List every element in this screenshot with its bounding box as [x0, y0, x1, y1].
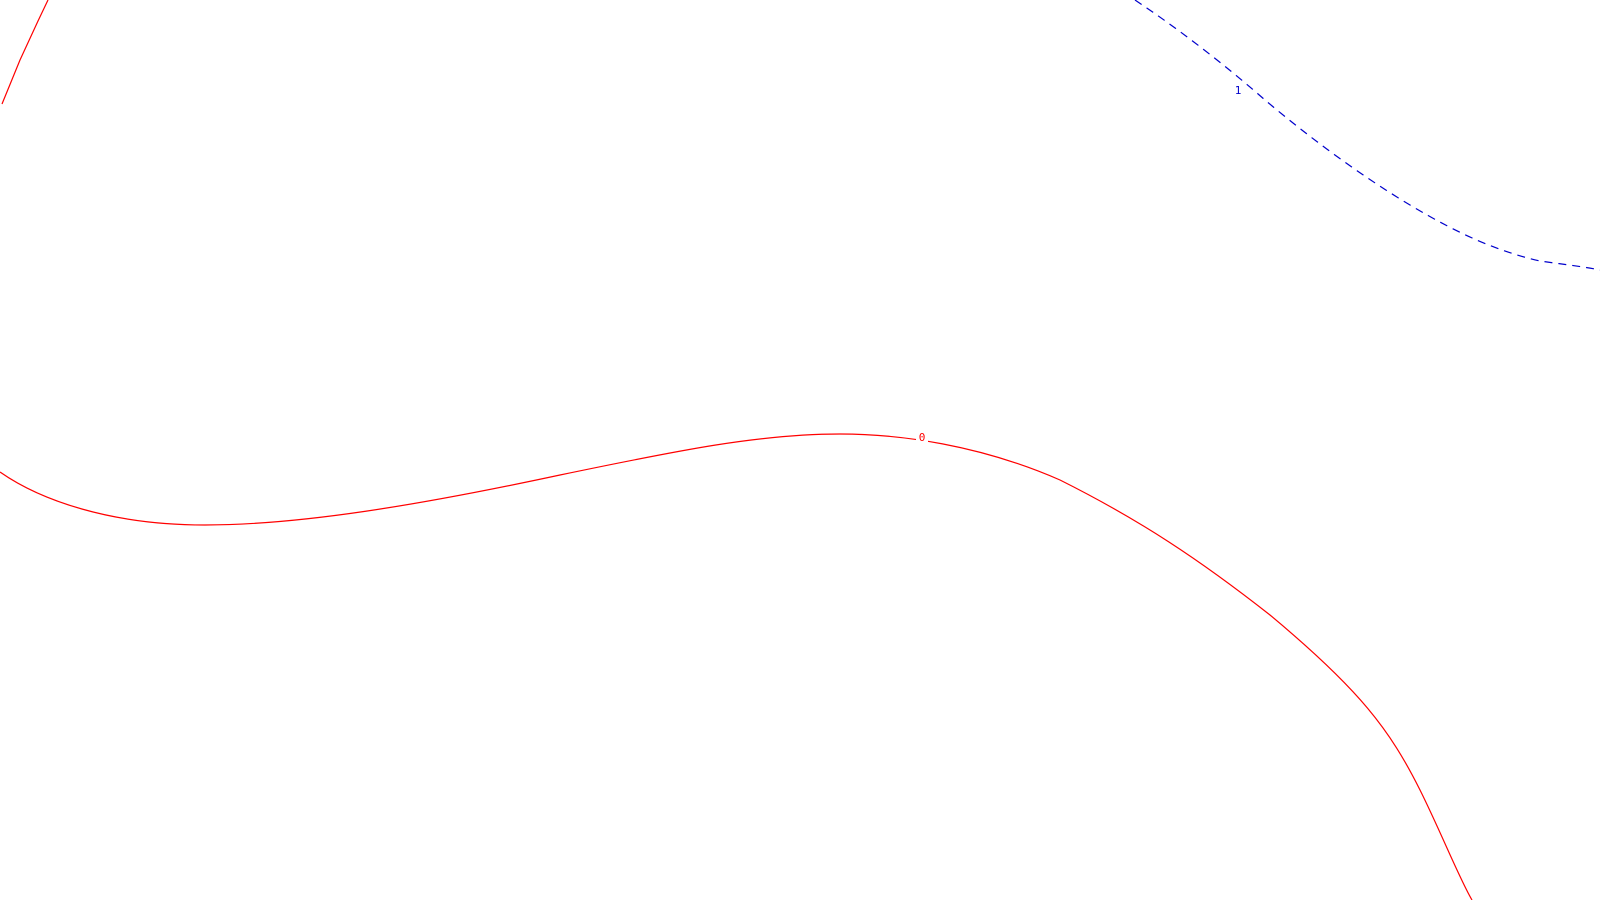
contour-label-0: 0	[919, 431, 926, 444]
contour-line-0-main	[0, 433, 1473, 900]
contour-label-1-backing	[1232, 83, 1244, 97]
contour-label-0-backing	[916, 430, 928, 444]
contour-line-0-corner-segment	[1, 0, 49, 105]
contour-label-1: 1	[1235, 84, 1242, 97]
contour-line-1	[1134, 0, 1600, 271]
